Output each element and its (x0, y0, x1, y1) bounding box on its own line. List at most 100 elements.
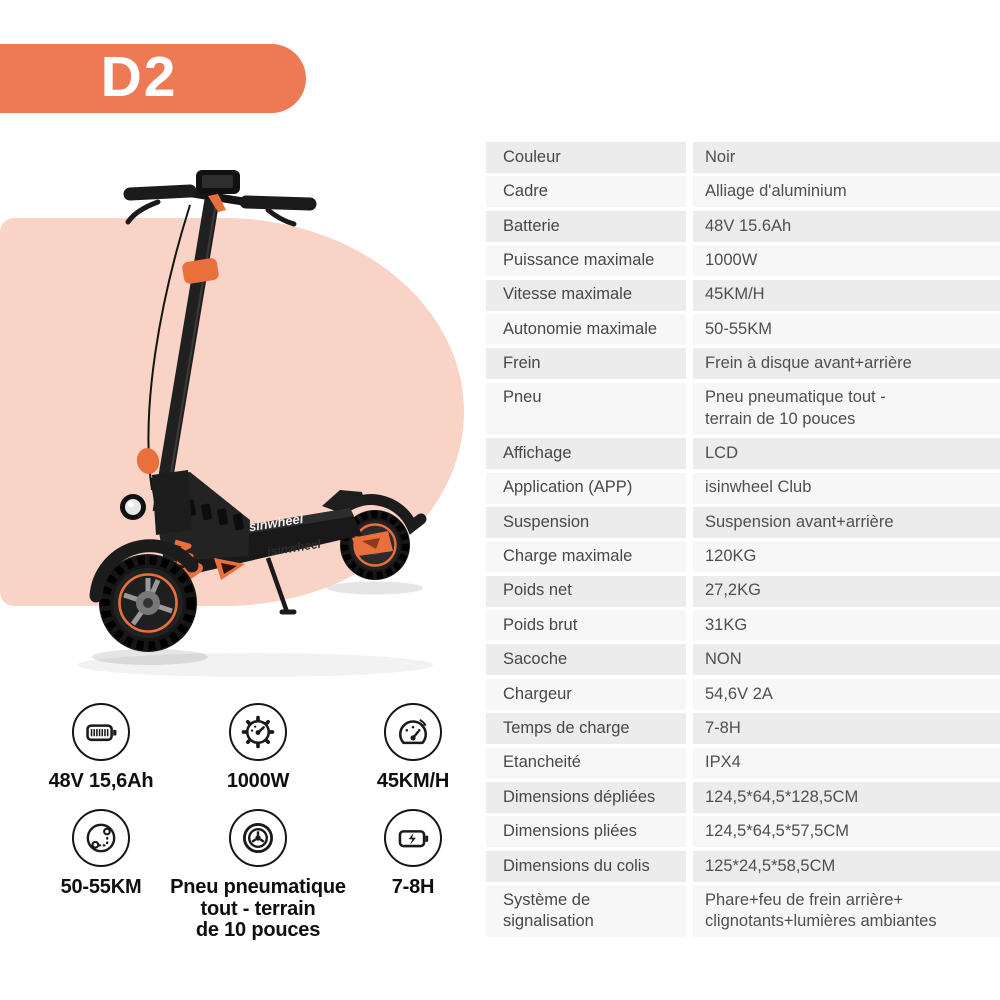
offroad-tire-icon (229, 809, 287, 867)
spec-value: 54,6V 2A (693, 678, 1000, 710)
throttle-accent (208, 194, 226, 212)
table-row: Temps de charge 7-8H (486, 713, 1000, 745)
spec-label: Dimensions du colis (486, 850, 686, 882)
headlight (120, 494, 146, 520)
spec-label: Couleur (486, 142, 686, 173)
speedometer-icon (384, 703, 442, 761)
spec-label: Vitesse maximale (486, 279, 686, 311)
model-badge-label: D2 (100, 44, 178, 109)
spec-label: Sacoche (486, 644, 686, 676)
spec-label: Puissance maximale (486, 245, 686, 277)
kickstand (265, 557, 297, 615)
feature-item: 50-55KM (31, 809, 171, 899)
spec-value: 124,5*64,5*128,5CM (693, 782, 1000, 814)
folding-lever (136, 448, 160, 474)
feature-label: Pneu pneumatique tout - terrain de 10 po… (170, 876, 346, 941)
spec-label: Poids brut (486, 610, 686, 642)
table-row: Frein Frein à disque avant+arrière (486, 348, 1000, 380)
table-row: Dimensions dépliées 124,5*64,5*128,5CM (486, 782, 1000, 814)
table-row: Système de signalisation Phare+feu de fre… (486, 885, 1000, 938)
table-row: Couleur Noir (486, 142, 1000, 173)
feature-label: 48V 15,6Ah (48, 770, 154, 792)
feature-item: 1000W (158, 703, 358, 793)
spec-label: Temps de charge (486, 713, 686, 745)
spec-value: LCD (693, 438, 1000, 470)
table-row: Charge maximale 120KG (486, 541, 1000, 573)
feature-item: Pneu pneumatique tout - terrain de 10 po… (158, 809, 358, 942)
spec-value: 48V 15.6Ah (693, 210, 1000, 242)
table-row: Cadre Alliage d'aluminium (486, 176, 1000, 208)
spec-value: 7-8H (693, 713, 1000, 745)
left-grip (123, 184, 197, 201)
table-row: Autonomie maximale 50-55KM (486, 313, 1000, 345)
battery-icon (72, 703, 130, 761)
spec-value: Phare+feu de frein arrière+ clignotants+… (693, 885, 1000, 938)
table-row: Etancheité IPX4 (486, 747, 1000, 779)
spec-label: Autonomie maximale (486, 313, 686, 345)
spec-label: Cadre (486, 176, 686, 208)
feature-item: 45KM/H (343, 703, 483, 793)
front-wheel-shadow (92, 649, 208, 665)
feature-label: 45KM/H (376, 770, 450, 792)
spec-value: 120KG (693, 541, 1000, 573)
feature-label: 7-8H (391, 876, 435, 898)
spec-label: Dimensions pliées (486, 816, 686, 848)
spec-label: Système de signalisation (486, 885, 686, 938)
charging-time-icon (384, 809, 442, 867)
table-row: Chargeur 54,6V 2A (486, 678, 1000, 710)
table-row: Vitesse maximale 45KM/H (486, 279, 1000, 311)
spec-value: 27,2KG (693, 575, 1000, 607)
feature-item: 48V 15,6Ah (31, 703, 171, 793)
feature-label: 50-55KM (60, 876, 142, 898)
table-row: Application (APP) isinwheel Club (486, 472, 1000, 504)
spec-label: Frein (486, 348, 686, 380)
spec-label: Chargeur (486, 678, 686, 710)
model-badge: D2 (0, 44, 306, 113)
stem-clamp-accent (182, 258, 219, 284)
table-row: Poids net 27,2KG (486, 575, 1000, 607)
rear-footrest (322, 490, 365, 513)
deck-triangle-accent (214, 558, 245, 580)
handlebar (123, 170, 317, 227)
right-grip (239, 195, 317, 211)
spec-value: Noir (693, 142, 1000, 173)
spec-label: Dimensions dépliées (486, 782, 686, 814)
table-row: Sacoche NON (486, 644, 1000, 676)
spec-value: isinwheel Club (693, 472, 1000, 504)
table-row: Pneu Pneu pneumatique tout - terrain de 1… (486, 382, 1000, 435)
spec-label: Affichage (486, 438, 686, 470)
spec-label: Application (APP) (486, 472, 686, 504)
feature-item: 7-8H (343, 809, 483, 899)
table-row: Poids brut 31KG (486, 610, 1000, 642)
spec-value: 50-55KM (693, 313, 1000, 345)
spec-label: Charge maximale (486, 541, 686, 573)
feature-label: 1000W (226, 770, 290, 792)
spec-value: Suspension avant+arrière (693, 506, 1000, 538)
table-row: Dimensions du colis 125*24,5*58,5CM (486, 850, 1000, 882)
display-screen (202, 175, 233, 188)
spec-value: 125*24,5*58,5CM (693, 850, 1000, 882)
spec-label: Suspension (486, 506, 686, 538)
power-gear-icon (229, 703, 287, 761)
table-row: Dimensions pliées 124,5*64,5*57,5CM (486, 816, 1000, 848)
rear-wheel-shadow (327, 581, 423, 595)
spec-label: Pneu (486, 382, 686, 435)
spec-value: 1000W (693, 245, 1000, 277)
route-distance-icon (72, 809, 130, 867)
spec-label: Poids net (486, 575, 686, 607)
rear-bracket-cutout (362, 538, 380, 549)
spec-value: 124,5*64,5*57,5CM (693, 816, 1000, 848)
spec-label: Batterie (486, 210, 686, 242)
spec-table: Couleur Noir Cadre Alliage d'aluminium Batte… (486, 142, 1000, 941)
spec-value: 45KM/H (693, 279, 1000, 311)
table-row: Affichage LCD (486, 438, 1000, 470)
spec-label: Etancheité (486, 747, 686, 779)
spec-value: 31KG (693, 610, 1000, 642)
spec-value: NON (693, 644, 1000, 676)
table-row: Batterie 48V 15.6Ah (486, 210, 1000, 242)
spec-value: Frein à disque avant+arrière (693, 348, 1000, 380)
spec-value: Alliage d'aluminium (693, 176, 1000, 208)
table-row: Suspension Suspension avant+arrière (486, 506, 1000, 538)
spec-value: Pneu pneumatique tout - terrain de 10 po… (693, 382, 1000, 435)
